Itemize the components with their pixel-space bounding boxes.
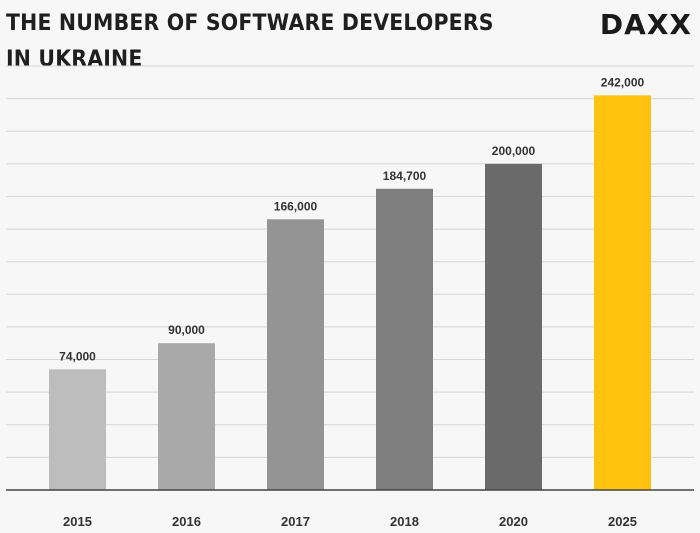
gridlines bbox=[6, 65, 694, 458]
value-label-2025: 242,000 bbox=[601, 75, 645, 89]
x-tick-2017: 2017 bbox=[281, 514, 310, 529]
x-tick-2015: 2015 bbox=[63, 514, 92, 529]
bar-2020 bbox=[485, 163, 542, 490]
x-tick-2025: 2025 bbox=[608, 514, 637, 529]
chart-title: THE NUMBER OF SOFTWARE DEVELOPERS IN UKR… bbox=[6, 6, 494, 78]
value-labels: 74,000 90,000 166,000 184,700 200,000 242,000 bbox=[59, 75, 644, 363]
x-axis-ticks: 2015 2016 2017 2018 2020 2025 bbox=[63, 514, 637, 529]
value-label-2016: 90,000 bbox=[168, 323, 205, 337]
chart-title-line-1: THE NUMBER OF SOFTWARE DEVELOPERS bbox=[6, 11, 494, 36]
bar-2018 bbox=[376, 188, 433, 490]
bar-2015 bbox=[49, 369, 106, 490]
bar-2017 bbox=[267, 219, 324, 491]
x-tick-2016: 2016 bbox=[172, 514, 201, 529]
bar-2016 bbox=[158, 343, 215, 490]
bar-2025 bbox=[594, 95, 651, 490]
value-label-2018: 184,700 bbox=[383, 169, 427, 183]
x-tick-2020: 2020 bbox=[499, 514, 528, 529]
chart-title-line-2: IN UKRAINE bbox=[6, 47, 143, 72]
value-label-2015: 74,000 bbox=[59, 349, 96, 363]
value-label-2020: 200,000 bbox=[492, 144, 536, 158]
x-tick-2018: 2018 bbox=[390, 514, 419, 529]
bar-series bbox=[49, 95, 651, 491]
value-label-2017: 166,000 bbox=[274, 199, 318, 213]
daxx-logo: DAXX bbox=[599, 8, 692, 41]
